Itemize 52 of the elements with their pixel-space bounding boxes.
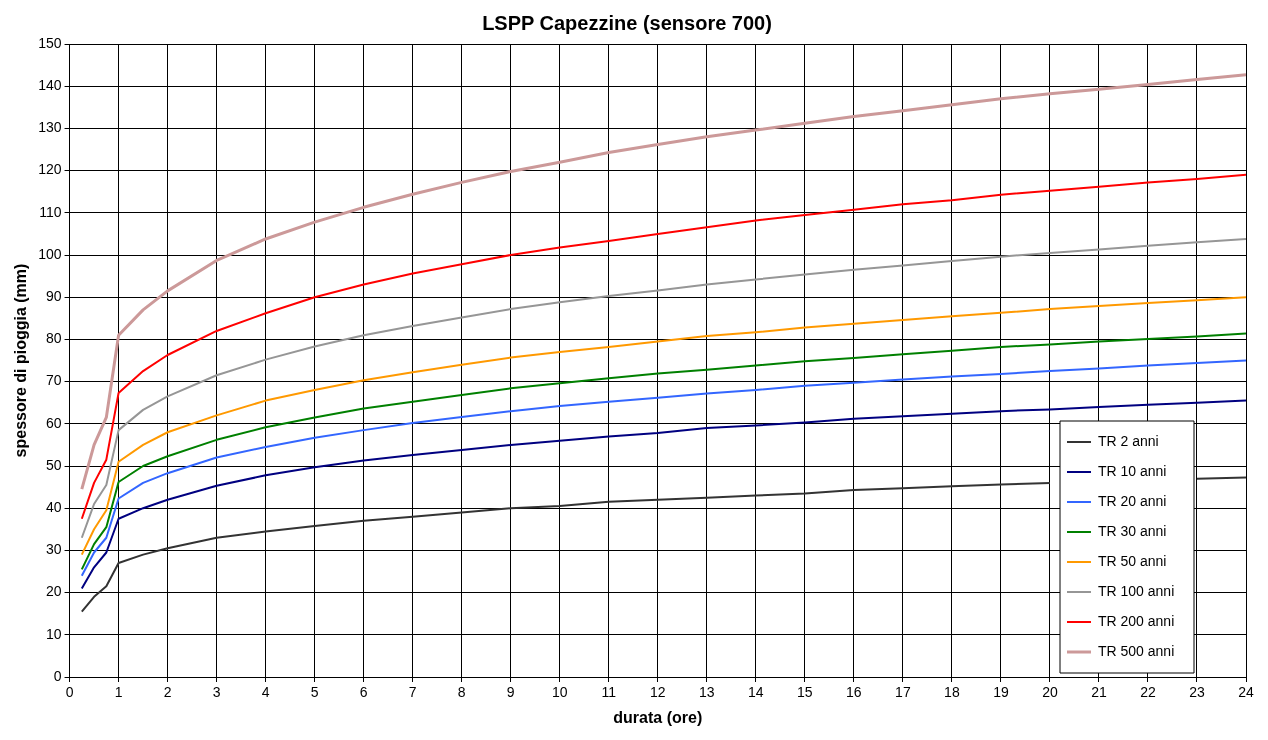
- x-tick-label: 3: [212, 684, 221, 701]
- x-tick-label: 23: [1189, 684, 1205, 701]
- x-tick-label: 10: [551, 684, 568, 701]
- x-tick-label: 7: [408, 684, 417, 701]
- legend-label: TR 200 anni: [1098, 612, 1175, 629]
- x-tick-label: 2: [163, 684, 172, 701]
- y-tick-label: 110: [39, 203, 62, 220]
- legend-label: TR 100 anni: [1098, 582, 1175, 599]
- legend-label: TR 500 anni: [1098, 642, 1175, 659]
- x-tick-label: 16: [846, 684, 862, 701]
- legend-label: TR 20 anni: [1098, 492, 1167, 509]
- y-tick-label: 150: [38, 34, 62, 51]
- y-tick-label: 80: [45, 330, 62, 347]
- x-tick-label: 20: [1042, 684, 1058, 701]
- x-tick-label: 18: [944, 684, 960, 701]
- legend-label: TR 50 anni: [1098, 552, 1167, 569]
- x-tick-label: 1: [114, 684, 123, 701]
- x-tick-label: 4: [261, 684, 270, 701]
- y-tick-label: 50: [45, 456, 62, 473]
- x-tick-label: 9: [506, 684, 515, 701]
- x-tick-label: 0: [65, 684, 74, 701]
- x-tick-label: 17: [895, 684, 911, 701]
- x-tick-label: 6: [359, 684, 368, 701]
- legend-label: TR 30 anni: [1098, 522, 1167, 539]
- legend-label: TR 10 anni: [1098, 462, 1167, 479]
- x-tick-label: 13: [699, 684, 715, 701]
- y-tick-label: 120: [38, 161, 62, 178]
- x-tick-label: 15: [797, 684, 813, 701]
- x-tick-label: 11: [601, 684, 617, 701]
- y-tick-label: 20: [45, 583, 62, 600]
- y-axis-title: spessore di pioggia (mm): [12, 263, 30, 458]
- x-tick-label: 24: [1238, 684, 1254, 701]
- x-tick-label: 12: [649, 684, 666, 701]
- y-tick-label: 140: [38, 77, 62, 94]
- y-tick-label: 90: [45, 288, 62, 305]
- y-tick-label: 0: [53, 667, 62, 684]
- x-axis-title: durata (ore): [613, 708, 703, 726]
- x-tick-label: 21: [1091, 684, 1107, 701]
- x-tick-label: 8: [457, 684, 466, 701]
- y-tick-label: 70: [45, 372, 62, 389]
- legend-label: TR 2 anni: [1098, 432, 1159, 449]
- y-tick-label: 100: [38, 245, 62, 262]
- x-tick-label: 19: [993, 684, 1009, 701]
- y-tick-label: 10: [45, 625, 62, 642]
- x-tick-label: 5: [310, 684, 319, 701]
- y-tick-label: 60: [45, 414, 62, 431]
- x-tick-label: 22: [1140, 684, 1156, 701]
- y-tick-label: 40: [45, 499, 62, 516]
- chart-title: LSPP Capezzine (sensore 700): [482, 11, 772, 34]
- x-tick-label: 14: [748, 684, 764, 701]
- y-tick-label: 30: [45, 541, 62, 558]
- y-tick-label: 130: [38, 119, 62, 136]
